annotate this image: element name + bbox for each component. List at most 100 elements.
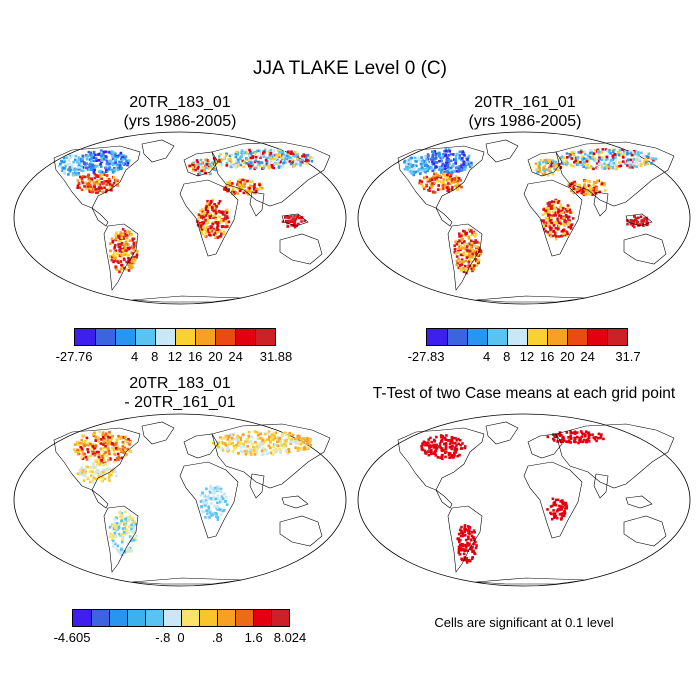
grid-cell (117, 259, 121, 262)
grid-cell (230, 153, 234, 157)
grid-cell (456, 454, 459, 458)
grid-cell (130, 536, 133, 540)
grid-cell (120, 449, 123, 453)
grid-cell (577, 441, 580, 445)
grid-cell (618, 149, 622, 152)
grid-cell (604, 163, 608, 167)
grid-cell (108, 159, 112, 163)
grid-cell (432, 151, 435, 154)
grid-cell (231, 438, 234, 442)
grid-cell (552, 230, 555, 233)
grid-cell (602, 166, 606, 169)
grid-cell (215, 158, 219, 161)
grid-cell (446, 163, 450, 167)
grid-cell (292, 160, 295, 163)
grid-cell (544, 216, 548, 220)
grid-cell (134, 241, 138, 244)
grid-cell (63, 169, 66, 173)
grid-cell (128, 535, 132, 538)
grid-cell (303, 443, 307, 447)
grid-cell (126, 519, 130, 523)
grid-cell (109, 440, 112, 444)
grid-cell (557, 159, 560, 162)
grid-cell (231, 164, 235, 168)
grid-cell (275, 162, 278, 166)
grid-cell (444, 183, 447, 187)
grid-cell (207, 206, 211, 209)
grid-cell (258, 164, 262, 168)
grid-cell (93, 164, 96, 168)
grid-cell (84, 469, 88, 473)
grid-cell (444, 185, 447, 189)
grid-cell (460, 534, 463, 538)
grid-cell (626, 219, 630, 223)
grid-cell (121, 249, 125, 252)
grid-cell (81, 157, 85, 161)
grid-cell (119, 447, 123, 451)
coastline (435, 489, 453, 509)
grid-cell (93, 173, 97, 176)
grid-cell (650, 162, 654, 165)
grid-cell (583, 162, 586, 166)
grid-cell (308, 441, 311, 444)
grid-cell (443, 164, 447, 167)
grid-cell (297, 222, 300, 226)
grid-cell (83, 444, 87, 448)
grid-cell (469, 559, 472, 563)
grid-cell (452, 454, 456, 458)
grid-cell (106, 456, 110, 460)
grid-cell (476, 246, 479, 249)
grid-cell (586, 163, 589, 167)
grid-cell (90, 448, 94, 452)
grid-cell (234, 446, 238, 449)
grid-cell (617, 153, 621, 157)
grid-cell (128, 525, 131, 528)
grid-cell (115, 524, 118, 527)
grid-cell (212, 214, 215, 218)
grid-cell (446, 158, 450, 161)
grid-cell (105, 448, 108, 451)
grid-cell (458, 540, 461, 544)
grid-cell (305, 162, 309, 165)
grid-cell (603, 162, 606, 165)
grid-cell (428, 444, 432, 447)
grid-cell (250, 152, 253, 155)
grid-cell (201, 214, 204, 218)
grid-cell (119, 510, 122, 514)
grid-cell (611, 148, 615, 152)
grid-cell (566, 156, 569, 159)
grid-cell (282, 154, 285, 158)
grid-cell (122, 436, 126, 439)
grid-cell (471, 556, 474, 559)
grid-cell (553, 512, 557, 516)
grid-cell (476, 260, 479, 263)
grid-cell (234, 152, 238, 156)
grid-cell (112, 541, 115, 545)
grid-cell (452, 442, 455, 445)
grid-cell (201, 232, 204, 236)
grid-cell (454, 157, 457, 160)
grid-cell (554, 515, 557, 518)
coastline (475, 295, 587, 303)
grid-cell (593, 149, 597, 152)
grid-cell (599, 435, 603, 438)
grid-cell (93, 454, 97, 457)
grid-cell (455, 259, 459, 263)
grid-cell (285, 450, 289, 454)
grid-cell (453, 451, 456, 455)
grid-cell (424, 161, 427, 164)
grid-cell (212, 227, 216, 231)
grid-cell (463, 247, 467, 251)
grid-cell (583, 432, 586, 436)
grid-cell (558, 219, 562, 222)
grid-cell (458, 528, 462, 532)
grid-cell (432, 168, 436, 172)
grid-cell (256, 437, 260, 440)
grid-cell (566, 217, 570, 221)
grid-cell (271, 438, 275, 442)
grid-cell (207, 513, 211, 517)
grid-cell (104, 155, 108, 158)
grid-cell (89, 187, 93, 191)
grid-cell (119, 151, 123, 155)
grid-cell (99, 186, 103, 189)
